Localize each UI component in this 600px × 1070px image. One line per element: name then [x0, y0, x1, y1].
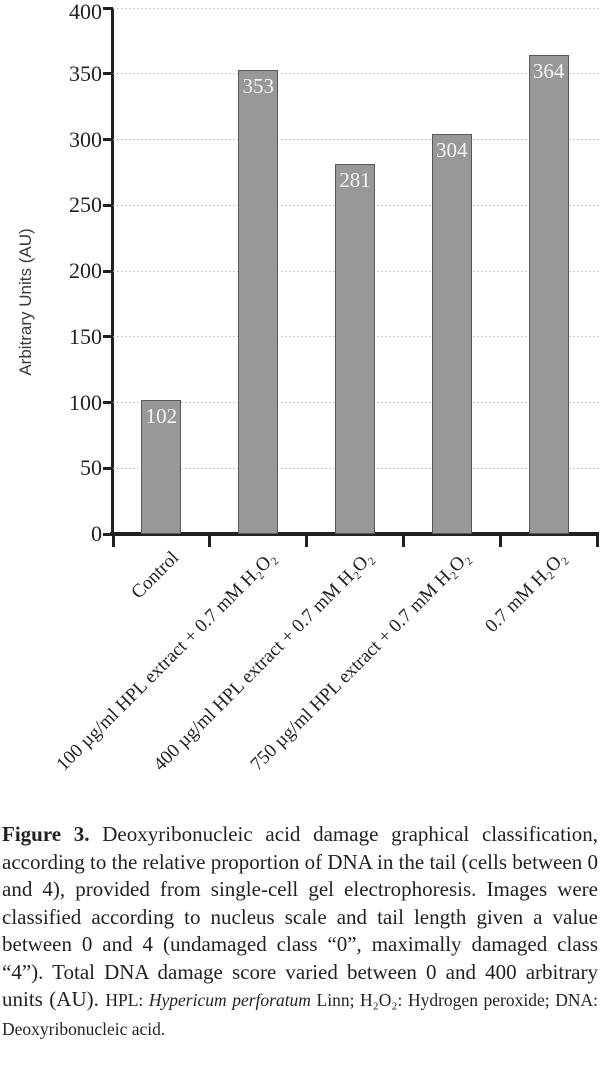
gridline-300 — [113, 139, 599, 140]
figure-caption: Figure 3. Deoxyribonucleic acid damage g… — [2, 821, 598, 1043]
y-axis-title: Arbitrary Units (AU) — [16, 228, 35, 376]
y-axis-tick-0 — [103, 532, 113, 536]
x-axis-tick-1 — [208, 534, 212, 547]
bar-2: 353 — [238, 69, 279, 534]
y-axis-tick-50 — [103, 466, 113, 470]
caption-segment: Hypericum perforatum — [148, 990, 311, 1010]
bar-4: 304 — [431, 134, 472, 534]
bar-3: 281 — [335, 164, 375, 534]
caption-segment: HPL: — [105, 990, 149, 1010]
bar-value-label: 281 — [339, 168, 371, 193]
caption-segment: Figure 3. — [2, 822, 90, 846]
y-tick-label-0: 0 — [91, 521, 102, 546]
y-tick-label-400: 400 — [69, 0, 102, 24]
bar-value-label: 102 — [145, 403, 178, 428]
x-axis-tick-2 — [305, 534, 309, 547]
bar-5: 364 — [528, 55, 569, 534]
y-tick-label-350: 350 — [69, 60, 102, 86]
y-axis-tick-100 — [103, 401, 113, 404]
caption-segment: Deoxyribonucleic acid damage graphical c… — [2, 822, 598, 1011]
bar-value-label: 353 — [242, 73, 274, 98]
gridline-350 — [113, 73, 599, 75]
x-category-label-3: 400 µg/ml HPL extract + 0.7 mM H₂O₂ — [149, 547, 378, 776]
y-tick-label-200: 200 — [69, 258, 102, 283]
y-axis-tick-300 — [103, 138, 113, 141]
y-tick-label-150: 150 — [69, 323, 102, 349]
y-tick-label-300: 300 — [69, 126, 102, 152]
x-axis-line — [110, 532, 599, 536]
y-tick-label-100: 100 — [69, 389, 102, 415]
x-category-label-5: 0.7 mM H₂O₂ — [481, 547, 571, 637]
y-tick-label-50: 50 — [80, 455, 102, 481]
bar-value-label: 364 — [532, 59, 565, 84]
bar-value-label: 304 — [436, 138, 468, 163]
y-axis-tick-150 — [103, 335, 113, 339]
bar-1: 102 — [141, 399, 182, 534]
x-category-label-4: 750 µg/ml HPL extract + 0.7 mM H₂O₂ — [246, 547, 474, 776]
x-axis-tick-0 — [111, 534, 115, 547]
y-axis-tick-400 — [103, 6, 113, 10]
x-category-label-1: Control — [127, 547, 184, 604]
y-axis-tick-250 — [103, 203, 113, 207]
y-tick-label-250: 250 — [69, 192, 102, 218]
y-axis-tick-200 — [103, 269, 113, 273]
x-axis-tick-3 — [401, 534, 405, 547]
caption-segment: Linn; H₂O₂: Hydrogen peroxide; DNA: Deox… — [2, 990, 598, 1039]
x-axis-tick-4 — [498, 534, 502, 547]
y-axis-tick-350 — [103, 72, 113, 76]
x-axis-tick-5 — [595, 534, 599, 547]
gridline-400 — [113, 7, 599, 9]
